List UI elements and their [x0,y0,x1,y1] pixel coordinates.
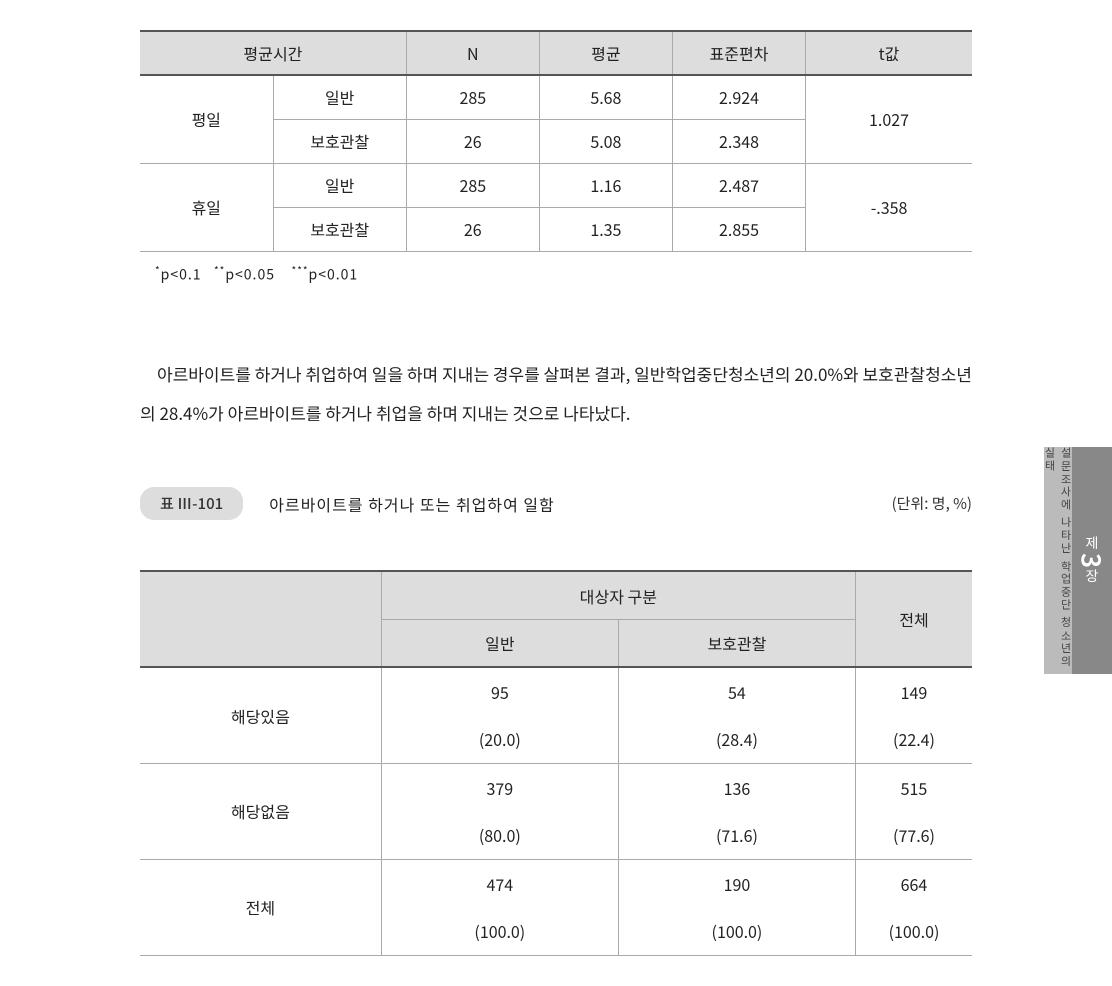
table-cell: 2.348 [672,119,805,163]
table-cell: 190 [618,859,855,907]
avg-hours-table: 평균시간 N 평균 표준편차 t값 평일일반2855.682.9241.027 보… [140,30,972,252]
table-cell: 일반 [273,75,406,119]
row-group-label: 평일 [140,75,273,163]
row-group-label: 휴일 [140,163,273,251]
table-cell-pct: (100.0) [855,907,972,955]
significance-footnote: *p<0.1 **p<0.05 ***p<0.01 [140,262,972,285]
table-cell: 149 [855,667,972,715]
row-label: 해당없음 [140,763,381,859]
table-cell-pct: (100.0) [381,907,618,955]
col-probation: 보호관찰 [618,619,855,667]
table-cell: 1.16 [539,163,672,207]
col-mean: 평균 [539,31,672,75]
col-n: N [406,31,539,75]
table-cell-pct: (77.6) [855,811,972,859]
table-cell: 보호관찰 [273,119,406,163]
table-caption: 아르바이트를 하거나 또는 취업하여 일함 [269,492,865,516]
table-cell: 5.68 [539,75,672,119]
table-cell: 2.487 [672,163,805,207]
table-cell: 2.924 [672,75,805,119]
table-cell: 95 [381,667,618,715]
table-cell: 474 [381,859,618,907]
table-cell: 보호관찰 [273,207,406,251]
table-cell: 5.08 [539,119,672,163]
table-number-pill: 표 Ⅲ-101 [140,487,243,520]
table-cell-pct: (22.4) [855,715,972,763]
table-cell: 664 [855,859,972,907]
col-tvalue: t값 [806,31,972,75]
employment-table: 대상자 구분 전체 일반 보호관찰 해당있음9554149 (20.0)(28.4… [140,570,972,956]
table-cell: 285 [406,75,539,119]
table-cell-pct: (20.0) [381,715,618,763]
table-cell-pct: (71.6) [618,811,855,859]
table-cell: 일반 [273,163,406,207]
col-general: 일반 [381,619,618,667]
body-paragraph: 아르바이트를 하거나 취업하여 일을 하며 지내는 경우를 살펴본 결과, 일반… [140,354,972,432]
row-label: 전체 [140,859,381,955]
chapter-side-tab: 설문조사에 나타난 학업중단 청소년의 실태 제 3 장 [1044,447,1112,674]
table-cell-pct: (28.4) [618,715,855,763]
col-total: 전체 [855,571,972,667]
col-sd: 표준편차 [672,31,805,75]
table-cell-pct: (100.0) [618,907,855,955]
table-cell: 515 [855,763,972,811]
col-avg-time: 평균시간 [140,31,406,75]
side-tab-subtitle: 설문조사에 나타난 학업중단 청소년의 실태 [1044,447,1072,674]
table-cell: 26 [406,119,539,163]
row-label: 해당있음 [140,667,381,763]
table-cell: 1.35 [539,207,672,251]
table-cell: 2.855 [672,207,805,251]
col-group: 대상자 구분 [381,571,855,619]
side-tab-chapter: 제 3 장 [1072,447,1112,674]
table-cell-pct: (80.0) [381,811,618,859]
table-cell: 379 [381,763,618,811]
table-caption-row: 표 Ⅲ-101 아르바이트를 하거나 또는 취업하여 일함 (단위: 명, %) [140,487,972,520]
table-unit: (단위: 명, %) [892,493,972,514]
table-cell: 26 [406,207,539,251]
table-cell: 54 [618,667,855,715]
table-cell: 285 [406,163,539,207]
t-value-cell: 1.027 [806,75,972,163]
t-value-cell: -.358 [806,163,972,251]
table-cell: 136 [618,763,855,811]
